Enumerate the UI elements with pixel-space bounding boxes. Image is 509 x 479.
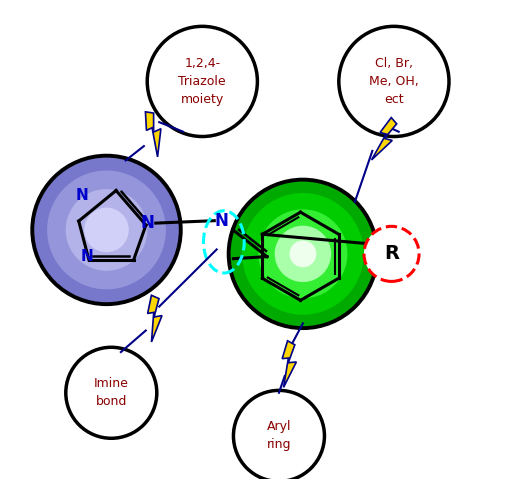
Text: Aryl
ring: Aryl ring bbox=[266, 421, 291, 451]
Circle shape bbox=[32, 156, 180, 304]
Circle shape bbox=[233, 390, 324, 479]
Circle shape bbox=[66, 347, 156, 438]
Circle shape bbox=[66, 189, 147, 271]
Circle shape bbox=[338, 26, 448, 137]
Text: N: N bbox=[140, 214, 154, 232]
Text: R: R bbox=[383, 244, 398, 263]
Polygon shape bbox=[147, 295, 162, 342]
Circle shape bbox=[258, 209, 347, 298]
Text: 1,2,4-
Triazole
moiety: 1,2,4- Triazole moiety bbox=[178, 57, 225, 106]
Polygon shape bbox=[281, 341, 296, 388]
Text: N: N bbox=[80, 250, 93, 264]
Text: N: N bbox=[214, 212, 228, 230]
Circle shape bbox=[147, 26, 257, 137]
Ellipse shape bbox=[363, 227, 418, 282]
Circle shape bbox=[228, 180, 377, 328]
Text: Cl, Br,
Me, OH,
ect: Cl, Br, Me, OH, ect bbox=[369, 57, 418, 106]
Circle shape bbox=[84, 208, 129, 252]
Circle shape bbox=[289, 240, 316, 267]
Polygon shape bbox=[145, 112, 161, 157]
Polygon shape bbox=[371, 117, 396, 160]
Circle shape bbox=[47, 171, 165, 289]
Circle shape bbox=[274, 226, 330, 282]
Text: Imine
bond: Imine bond bbox=[94, 377, 128, 408]
Text: N: N bbox=[75, 188, 88, 203]
Circle shape bbox=[242, 193, 363, 315]
